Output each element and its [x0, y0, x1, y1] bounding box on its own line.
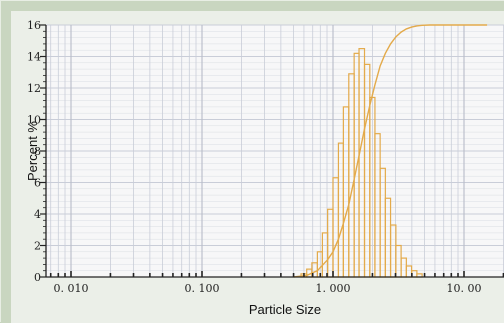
y-tick-label: 0	[34, 271, 41, 284]
y-axis-label: Percent %	[25, 121, 40, 181]
y-tick-label: 14	[27, 51, 41, 64]
y-tick-label: 8	[34, 145, 41, 158]
y-tick-label: 16	[27, 19, 41, 32]
x-tick-labels: 0. 010 0. 100 1. 000 10. 00	[54, 282, 482, 295]
x-tick-label: 1. 000	[316, 282, 351, 295]
axes	[40, 24, 504, 278]
x-tick-label: 0. 100	[185, 282, 220, 295]
x-tick-label: 10. 00	[447, 282, 482, 295]
grid-lines	[46, 24, 504, 278]
y-tick-label: 12	[27, 82, 41, 95]
y-tick-labels: 0 2 4 6 8 10 12 14 16	[27, 19, 41, 284]
y-tick-label: 4	[34, 208, 41, 221]
y-tick-label: 2	[34, 240, 41, 253]
y-tick-label: 6	[34, 177, 41, 190]
cumulative-curve	[293, 24, 488, 278]
x-tick-label: 0. 010	[54, 282, 89, 295]
y-tick-label: 10	[27, 114, 41, 127]
x-axis-label: Particle Size	[249, 302, 321, 317]
